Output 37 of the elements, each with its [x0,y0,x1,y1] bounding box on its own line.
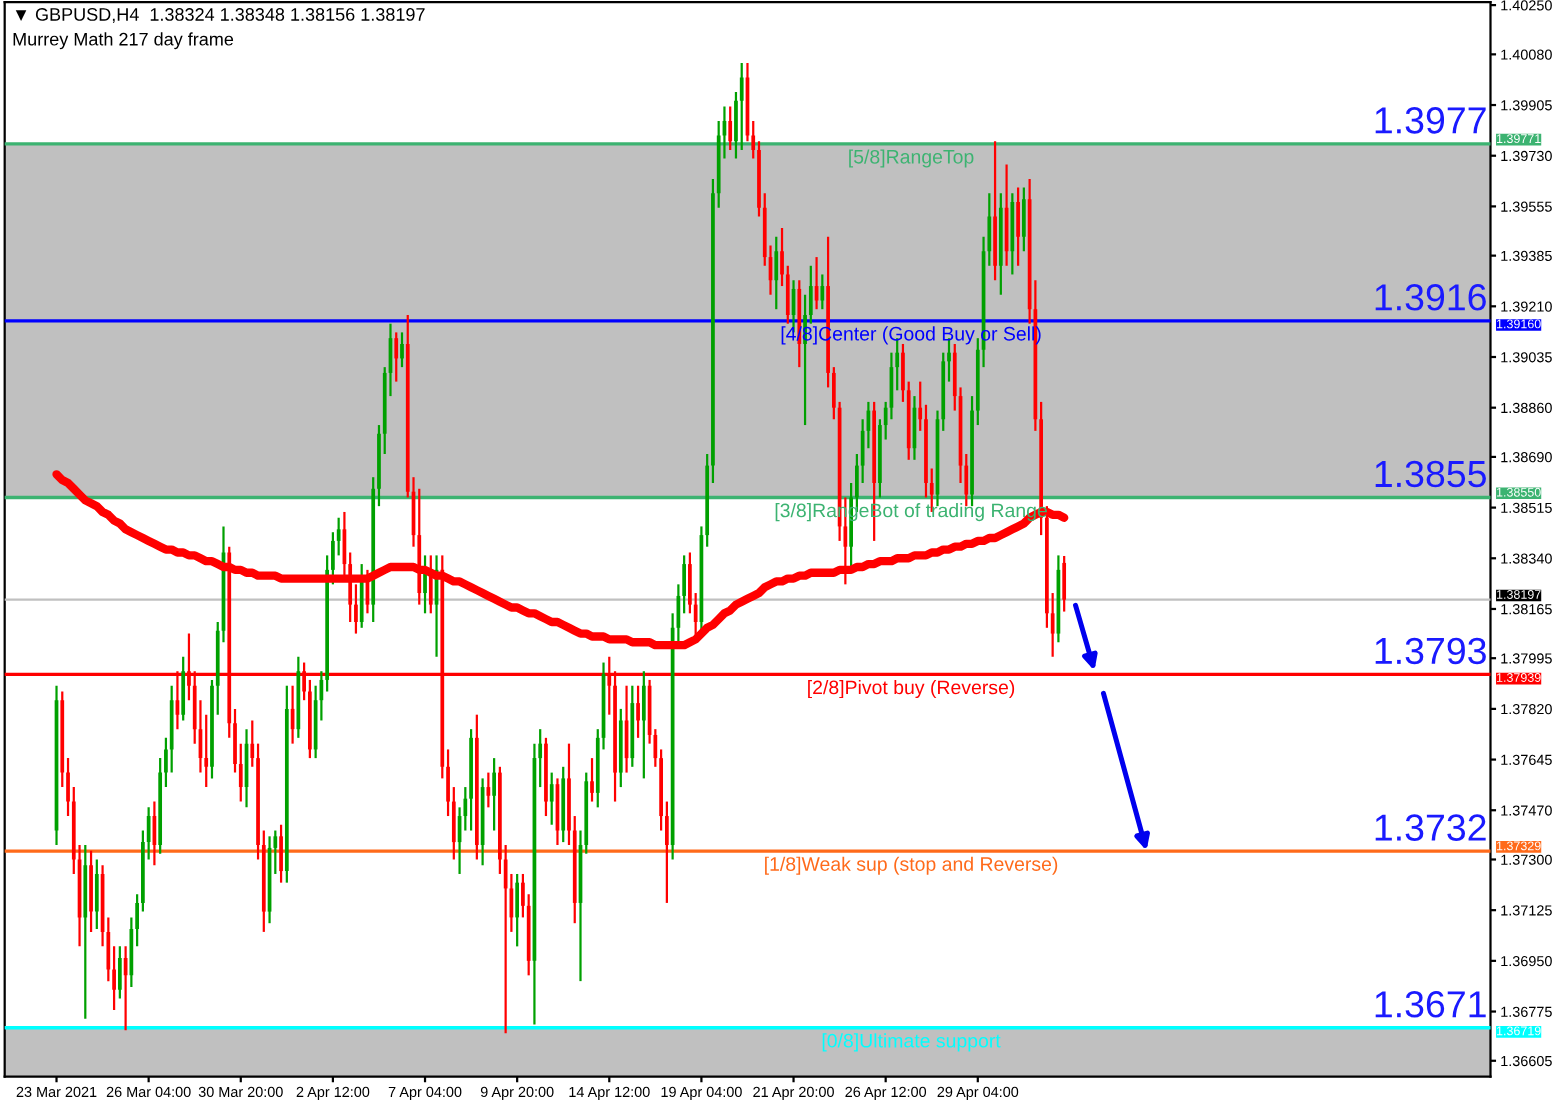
candlestick [359,562,364,629]
candlestick [590,757,594,803]
candlestick [492,757,496,832]
annotation: 1.3671 [1375,991,1486,1018]
candlestick [544,736,548,818]
candlestick [1062,554,1067,613]
candlestick [774,235,779,311]
candlestick [181,655,186,722]
candlestick [400,331,404,369]
candlestick [641,670,646,780]
annotation: [1/8]Weak sup (stop and Reverse) [765,856,1058,875]
candlestick [486,771,491,809]
candlestick [636,684,640,739]
annotation: 1.3916 [1375,284,1486,311]
candlestick [279,823,283,884]
candlestick [394,331,399,383]
candlestick [1016,186,1020,267]
chart-title: ▼ GBPUSD,H4 1.38324 1.38348 1.38156 1.38197 [15,8,425,23]
candlestick [993,140,997,282]
annotation: [2/8]Pivot buy (Reverse) [808,679,1015,699]
candlestick [117,945,122,1000]
candlestick [94,858,99,931]
candlestick [1021,186,1026,253]
annotation: 1.3855 [1375,460,1486,488]
candlestick [515,872,520,948]
annotation: 1.3793 [1375,637,1486,665]
candlestick [549,771,554,826]
annotation: 1.3732 [1375,814,1486,841]
candlestick [728,105,733,152]
candlestick [739,61,744,152]
text: Murrey Math 217 day frame [13,32,234,50]
annotation: [5/8]RangeTop [849,149,974,168]
annotation: 1.3977 [1375,107,1486,134]
candlestick [89,849,93,933]
annotation: [0/8]Ultimate support [822,1033,1001,1052]
candlestick [820,273,825,311]
candlestick [469,728,473,832]
